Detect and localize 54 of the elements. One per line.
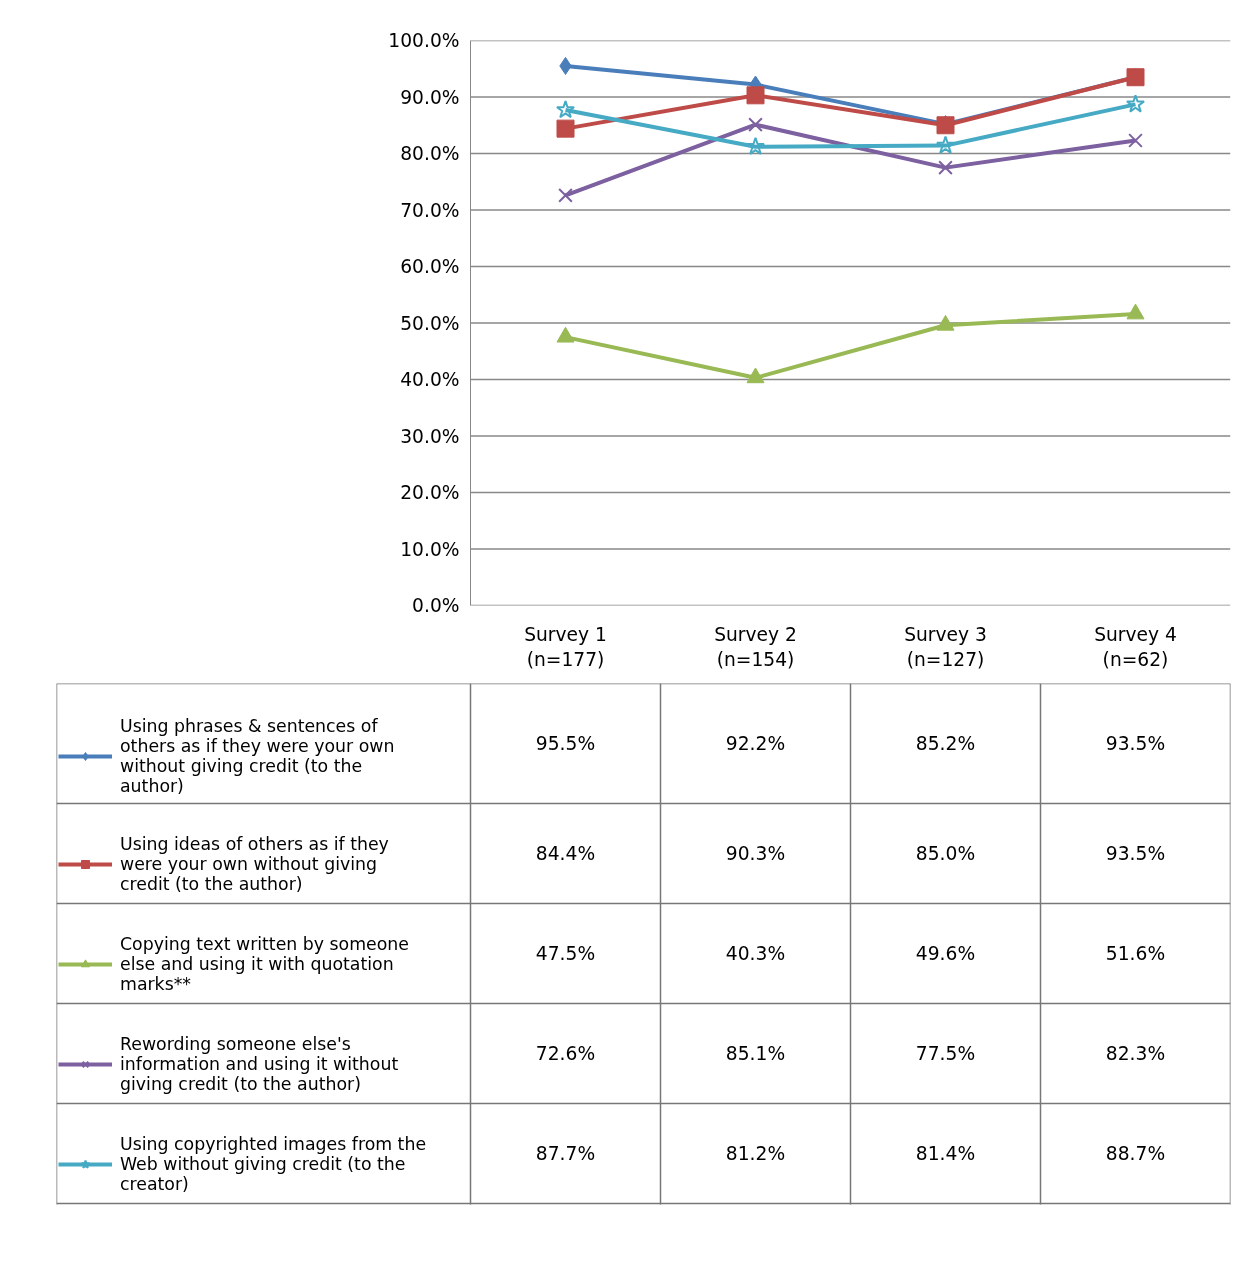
data-label: 93.5% [1105,733,1166,754]
y-tick-label: 10.0% [400,538,460,560]
data-label: 85.1% [725,1043,786,1064]
point [748,117,763,133]
point [1125,94,1146,113]
x-tick-label: Survey 3 (n=127) [904,623,987,670]
data-label: 92.2% [725,733,786,754]
x-tick-label: Survey 2 (n=154) [714,623,797,670]
y-tick-label: 90.0% [400,86,460,108]
y-tick-label: 50.0% [400,312,460,334]
point [558,187,573,203]
legend-label: Using phrases & sentences of others as if they were your own without giving credit (to the author) [120,716,395,796]
point [1126,303,1145,320]
y-tick-label: 60.0% [400,256,460,277]
data-label: 85.2% [915,733,976,754]
data-label: 49.6% [915,943,976,964]
data-label: 77.5% [915,1043,976,1064]
x-tick-label: Survey 4 (n=62) [1094,623,1177,670]
legend-label: Rewording someone else's information and using it without giving credit (to the author) [120,1034,399,1094]
point [556,326,575,343]
point [1128,133,1143,148]
y-tick-label: 80.0% [400,143,460,164]
y-tick-label: 30.0% [400,425,460,447]
data-label: 93.5% [1105,843,1166,864]
point [556,119,575,138]
point [746,86,765,105]
data-label: 88.7% [1105,1143,1166,1164]
data-label: 72.6% [535,1043,596,1064]
point [935,135,956,154]
data-label: 40.3% [725,943,786,964]
point [745,136,766,155]
legend-label: Using ideas of others as if they were your own without giving credit (to the author) [120,834,389,894]
point [555,100,576,119]
data-label: 47.5% [535,943,596,964]
y-tick-label: 20.0% [400,482,460,503]
data-label: 81.4% [915,1143,976,1164]
point [936,314,955,331]
y-tick-label: 70.0% [400,199,460,221]
point [938,160,953,175]
data-label: 87.7% [535,1143,596,1164]
data-label: 81.2% [725,1143,786,1164]
x-tick-label: Survey 1 (n=177) [524,623,607,670]
data-label: 84.4% [535,843,596,864]
legend-label: Copying text written by someone else and using it with quotation marks** [120,934,409,994]
y-tick-label: 0.0% [412,595,460,616]
y-tick-label: 40.0% [400,369,460,390]
data-label: 95.5% [535,733,596,754]
legend-label: Using copyrighted images from the Web without giving credit (to the creator) [120,1134,427,1194]
data-label: 51.6% [1105,943,1166,964]
y-tick-label: 100.0% [388,30,460,51]
data-label: 90.3% [725,843,786,864]
point [746,367,765,384]
data-label: 85.0% [915,843,976,864]
data-label: 82.3% [1105,1043,1166,1064]
